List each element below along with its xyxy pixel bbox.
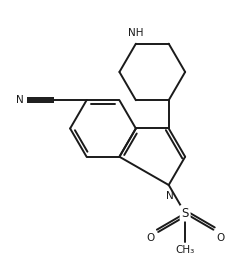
Text: NH: NH xyxy=(128,28,144,38)
Text: CH₃: CH₃ xyxy=(176,245,195,255)
Text: N: N xyxy=(167,191,174,201)
Text: N: N xyxy=(16,95,23,105)
Text: S: S xyxy=(181,207,189,220)
Text: O: O xyxy=(216,233,224,243)
Text: O: O xyxy=(146,233,154,243)
